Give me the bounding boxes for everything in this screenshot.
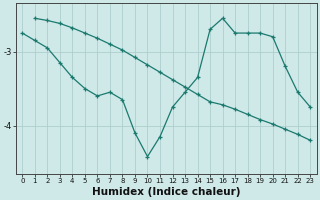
X-axis label: Humidex (Indice chaleur): Humidex (Indice chaleur) [92,187,241,197]
